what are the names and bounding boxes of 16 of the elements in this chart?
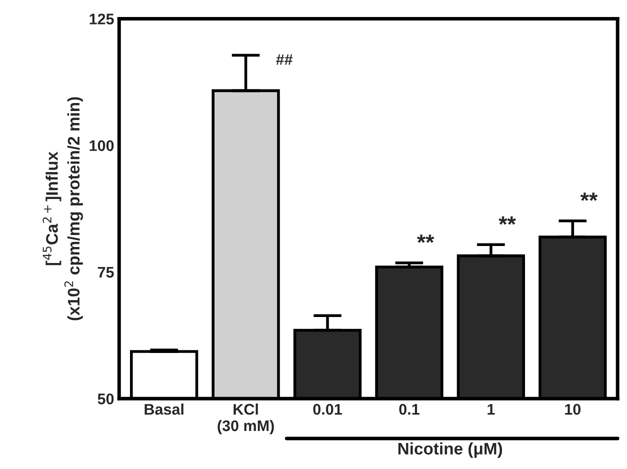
text: [$^{45}$Ca$^{2+}$]Influx (x10$^{2}$ cpm/mg protein/2 min) — [42, 97, 83, 320]
annotation: ## — [276, 54, 293, 65]
x-tick-label: Basal — [144, 404, 184, 415]
annotation: ** — [498, 216, 516, 225]
y-tick-label: 50 — [98, 394, 114, 404]
text: Nicotine (μM) — [398, 442, 502, 458]
x-tick-label: 1 — [488, 404, 495, 415]
x-tick-label: 0.1 — [399, 404, 420, 415]
annotation: ** — [580, 192, 598, 201]
x-tick-label: 0.01 — [313, 404, 342, 415]
annotation: ** — [416, 234, 434, 243]
x-tick-label: 10 — [565, 404, 581, 415]
y-tick-label: 75 — [98, 267, 114, 278]
x-tick-label: KCl (30 mM) — [218, 404, 274, 434]
y-tick-label: 100 — [90, 140, 114, 152]
y-tick-label: 125 — [90, 14, 114, 24]
